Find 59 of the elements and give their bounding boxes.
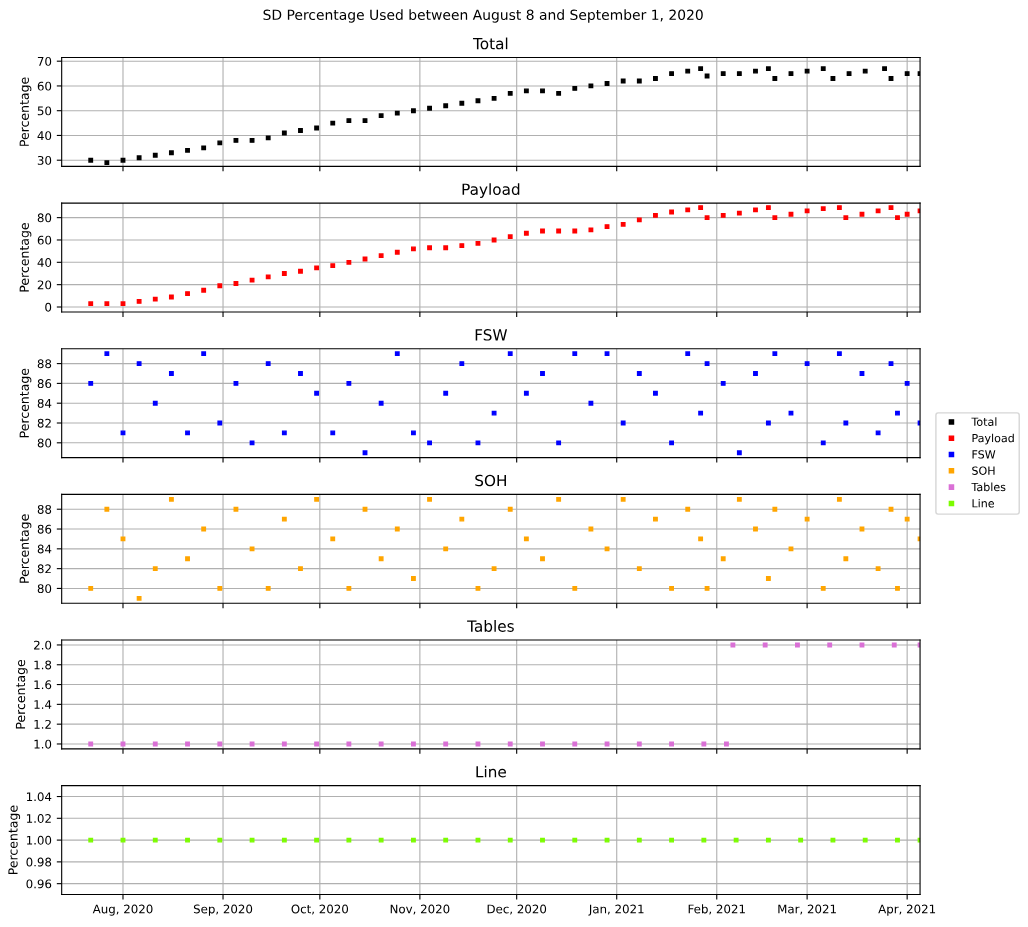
y-tick-label: 80 (37, 438, 52, 448)
y-tick-label: 82 (37, 418, 51, 428)
y-tick-label: 70 (37, 56, 52, 66)
y-tick-label: 1.8 (34, 660, 52, 670)
x-tick-label: Feb, 2021 (688, 904, 745, 915)
y-tick-label: 86 (37, 524, 52, 534)
x-tick-label: Sep, 2020 (193, 904, 253, 916)
y-tick-label: 1.2 (34, 719, 51, 729)
y-axis-title: Percentage (19, 368, 32, 438)
x-tick-label: Nov, 2020 (390, 904, 450, 915)
chart-title: Total (472, 37, 508, 50)
legend-label: Total (971, 417, 997, 426)
y-tick-label: 40 (37, 131, 52, 141)
y-axis-title: Percentage (19, 514, 32, 583)
y-tick-label: 40 (37, 258, 52, 267)
y-axis-title: Percentage (19, 223, 32, 292)
legend-label: Tables (971, 482, 1006, 492)
y-tick-label: 84 (37, 398, 52, 408)
y-tick-label: 84 (37, 544, 52, 554)
y-tick-label: 80 (37, 584, 52, 594)
y-tick-label: 2.0 (34, 640, 52, 650)
y-tick-label: 1.02 (26, 814, 51, 823)
x-tick-label: Aug, 2020 (92, 904, 153, 916)
y-tick-label: 0.98 (26, 857, 52, 867)
x-tick-label: Mar, 2021 (778, 904, 836, 915)
x-tick-label: Jan, 2021 (588, 904, 644, 916)
y-tick-label: 82 (37, 564, 51, 574)
y-tick-label: 50 (37, 106, 52, 116)
y-axis-title: Percentage (19, 77, 32, 146)
y-tick-label: 1.6 (34, 680, 52, 690)
y-tick-label: 1.4 (34, 700, 52, 709)
chart-title: SOH (475, 474, 506, 487)
y-tick-label: 30 (37, 155, 52, 165)
legend-label: FSW (972, 450, 996, 459)
legend-label: SOH (972, 466, 995, 475)
y-tick-label: 0 (45, 302, 52, 312)
y-tick-label: 0.96 (26, 879, 52, 889)
y-axis-title: Percentage (8, 805, 21, 875)
chart-title: Tables (467, 620, 514, 632)
y-tick-label: 86 (37, 379, 52, 389)
y-tick-label: 60 (37, 81, 52, 91)
y-tick-label: 1.0 (34, 739, 52, 749)
y-axis-title: Percentage (15, 659, 28, 729)
chart-title: FSW (475, 329, 508, 341)
text: SD Percentage Used between August 8 and September 1, 2020 (263, 9, 703, 23)
y-tick-label: 1.00 (26, 835, 52, 845)
x-tick-label: Apr, 2021 (878, 904, 936, 916)
legend-label: Payload (972, 433, 1014, 445)
y-tick-label: 80 (37, 213, 52, 223)
x-tick-label: Dec, 2020 (487, 904, 547, 915)
chart-title: Line (476, 765, 506, 778)
y-tick-label: 88 (37, 504, 52, 514)
y-tick-label: 20 (37, 280, 52, 290)
chart-title: Payload (462, 183, 520, 198)
legend-label: Line (972, 498, 995, 508)
y-tick-label: 88 (37, 359, 52, 369)
y-tick-label: 1.04 (26, 792, 52, 802)
x-tick-label: Oct, 2020 (291, 904, 349, 915)
y-tick-label: 60 (37, 235, 52, 245)
